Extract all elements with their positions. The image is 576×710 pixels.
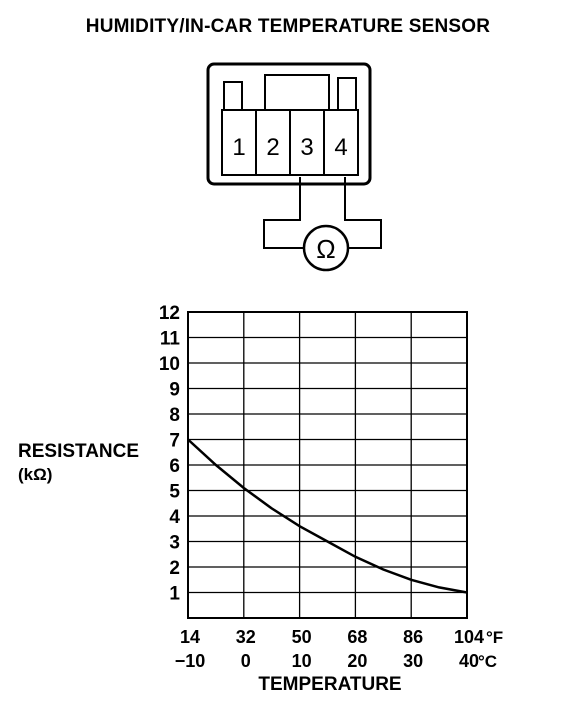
x-tick-label-f: 32	[236, 627, 256, 647]
pin-label-4: 4	[334, 134, 347, 161]
test-lead-pin-3	[263, 177, 304, 249]
x-tick-label-c: −10	[175, 651, 206, 671]
x-unit-fahrenheit: °F	[486, 628, 503, 647]
y-tick-label: 7	[169, 431, 180, 452]
connector-housing	[206, 62, 372, 186]
y-tick-label: 1	[169, 584, 180, 605]
y-tick-label: 5	[169, 482, 180, 503]
y-tick-label: 2	[169, 558, 180, 579]
resistance-curve	[187, 438, 468, 594]
ohmmeter-symbol: Ω	[316, 234, 335, 264]
connector-notch-left	[223, 81, 243, 110]
pin-label-2: 2	[266, 134, 279, 161]
y-axis-label-line1: RESISTANCE	[18, 441, 139, 462]
y-tick-label: 3	[169, 533, 180, 554]
x-tick-label-f: 86	[403, 627, 423, 647]
x-tick-label-f: 104	[454, 627, 484, 647]
x-tick-label-c: 30	[403, 651, 423, 671]
y-tick-label: 11	[160, 329, 181, 350]
y-tick-label: 6	[169, 456, 180, 477]
connector-diagram	[206, 62, 372, 186]
pin-label-3: 3	[300, 134, 313, 161]
pin-label-1: 1	[232, 134, 245, 161]
x-tick-label-c: 20	[347, 651, 367, 671]
plot-frame	[187, 311, 468, 619]
y-tick-label: 10	[159, 354, 180, 375]
connector-lock-tab	[264, 74, 330, 111]
x-tick-label-f: 50	[292, 627, 312, 647]
x-tick-label-c: 10	[292, 651, 312, 671]
connector-pin-labels: 1 2 3 4	[232, 134, 347, 161]
x-tick-labels: 14 −10 32 0 50 10 68 20 86 30 104 40	[175, 627, 484, 671]
y-axis-label-line2: (kΩ)	[18, 465, 52, 484]
x-tick-label-f: 14	[180, 627, 200, 647]
chart-grid	[188, 312, 467, 618]
page-title: HUMIDITY/IN-CAR TEMPERATURE SENSOR	[85, 16, 491, 37]
test-leads	[263, 177, 382, 272]
x-tick-label-c: 0	[241, 651, 251, 671]
test-lead-pin-4	[344, 177, 382, 249]
x-unit-celsius: °C	[478, 652, 497, 671]
x-axis-label: TEMPERATURE	[258, 674, 401, 695]
connector-notch-right	[337, 77, 357, 110]
ohmmeter-icon	[302, 224, 350, 272]
y-tick-labels: 12 11 10 9 8 7 6 5 4 3 2 1	[159, 303, 181, 605]
y-tick-label: 8	[169, 405, 180, 426]
y-tick-label: 4	[169, 507, 180, 528]
y-tick-label: 9	[169, 380, 180, 401]
x-tick-label-c: 40	[459, 651, 479, 671]
x-tick-label-f: 68	[347, 627, 367, 647]
y-tick-label: 12	[159, 303, 180, 324]
